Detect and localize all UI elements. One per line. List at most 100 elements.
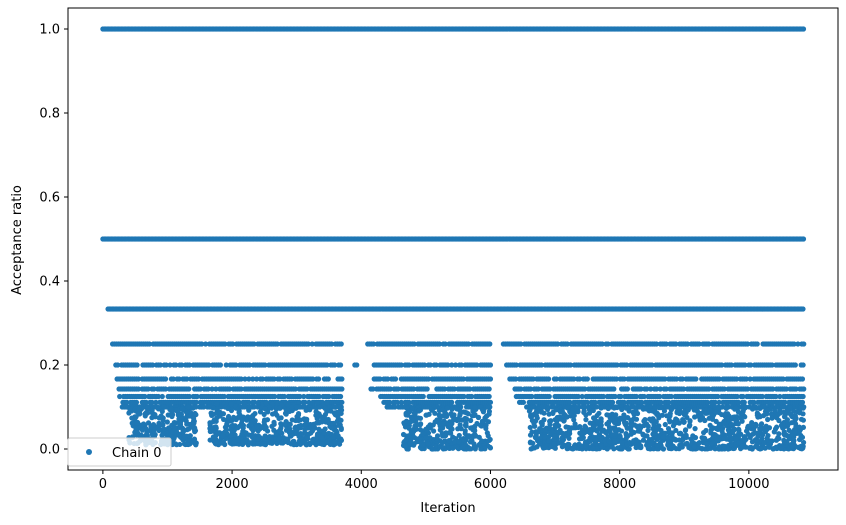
data-point xyxy=(423,435,429,441)
data-point xyxy=(282,421,288,427)
data-point xyxy=(211,424,217,431)
data-point xyxy=(402,443,408,449)
data-point xyxy=(298,422,304,429)
data-point xyxy=(750,431,756,437)
data-point xyxy=(225,405,231,412)
data-point xyxy=(255,436,261,442)
data-point xyxy=(420,393,426,400)
data-point xyxy=(460,444,466,450)
data-point xyxy=(336,441,343,447)
data-point xyxy=(475,414,482,421)
data-point xyxy=(424,386,430,392)
data-point xyxy=(487,376,494,382)
data-point xyxy=(213,418,219,424)
data-point xyxy=(472,423,478,429)
data-point xyxy=(176,431,182,437)
data-point xyxy=(434,417,440,423)
data-point xyxy=(255,400,261,406)
data-point xyxy=(443,413,450,420)
data-point xyxy=(239,431,245,438)
data-point xyxy=(255,441,261,447)
data-point xyxy=(416,407,422,414)
data-point xyxy=(220,433,226,439)
data-point xyxy=(297,441,304,447)
data-point xyxy=(624,386,631,392)
data-point xyxy=(403,436,409,443)
data-point xyxy=(273,431,279,437)
data-point xyxy=(186,386,192,392)
data-point xyxy=(456,438,462,445)
data-point xyxy=(257,409,264,415)
data-point xyxy=(472,444,478,451)
data-point xyxy=(479,418,485,424)
data-point xyxy=(444,405,450,411)
data-point xyxy=(487,445,494,451)
plot-area xyxy=(100,26,807,452)
data-point xyxy=(178,411,184,417)
data-point xyxy=(292,441,299,447)
data-point xyxy=(191,437,197,443)
data-point xyxy=(479,438,485,444)
data-point xyxy=(314,431,321,437)
data-point xyxy=(408,437,414,443)
data-point xyxy=(527,424,533,431)
data-point xyxy=(339,376,345,382)
data-point xyxy=(289,417,295,423)
data-point xyxy=(152,412,158,418)
data-point xyxy=(302,426,308,432)
data-point xyxy=(189,424,195,430)
data-point xyxy=(316,376,322,382)
data-point xyxy=(314,400,320,406)
data-point xyxy=(313,412,319,418)
data-point xyxy=(307,407,313,413)
data-point xyxy=(248,414,254,420)
data-point xyxy=(440,433,446,439)
data-point xyxy=(457,411,463,417)
data-point xyxy=(230,422,236,429)
data-point xyxy=(662,421,668,428)
data-point xyxy=(403,412,409,418)
data-point xyxy=(249,432,255,438)
data-point xyxy=(450,445,456,451)
data-point xyxy=(408,429,414,435)
data-point xyxy=(658,405,664,411)
data-point xyxy=(407,419,414,425)
data-point xyxy=(450,417,457,423)
data-point xyxy=(463,420,469,426)
data-point xyxy=(332,404,339,410)
data-point xyxy=(159,422,165,428)
data-point xyxy=(546,393,552,400)
data-point xyxy=(155,405,161,412)
data-point xyxy=(430,446,436,452)
data-point xyxy=(272,410,279,416)
data-point xyxy=(179,406,186,412)
data-point xyxy=(799,399,806,405)
data-point xyxy=(640,437,647,443)
data-point xyxy=(295,411,302,417)
data-point xyxy=(181,428,187,434)
data-point xyxy=(584,376,590,382)
data-point xyxy=(354,362,360,368)
data-point xyxy=(231,414,237,420)
data-point xyxy=(210,434,216,440)
data-point xyxy=(428,406,435,412)
data-point xyxy=(186,433,193,440)
data-point xyxy=(254,423,260,430)
data-point xyxy=(169,413,175,420)
data-point xyxy=(325,376,331,382)
data-point xyxy=(446,437,452,444)
data-point xyxy=(338,341,344,347)
data-point xyxy=(335,409,341,415)
data-point xyxy=(335,433,341,439)
data-point xyxy=(322,426,328,432)
data-point xyxy=(188,410,195,416)
data-point xyxy=(162,376,169,382)
data-point xyxy=(487,404,493,410)
data-point xyxy=(310,423,316,429)
data-point xyxy=(461,437,467,443)
data-point xyxy=(136,406,142,412)
data-point xyxy=(276,436,282,443)
data-point xyxy=(338,393,344,400)
data-point xyxy=(319,434,325,441)
data-point xyxy=(277,405,283,411)
